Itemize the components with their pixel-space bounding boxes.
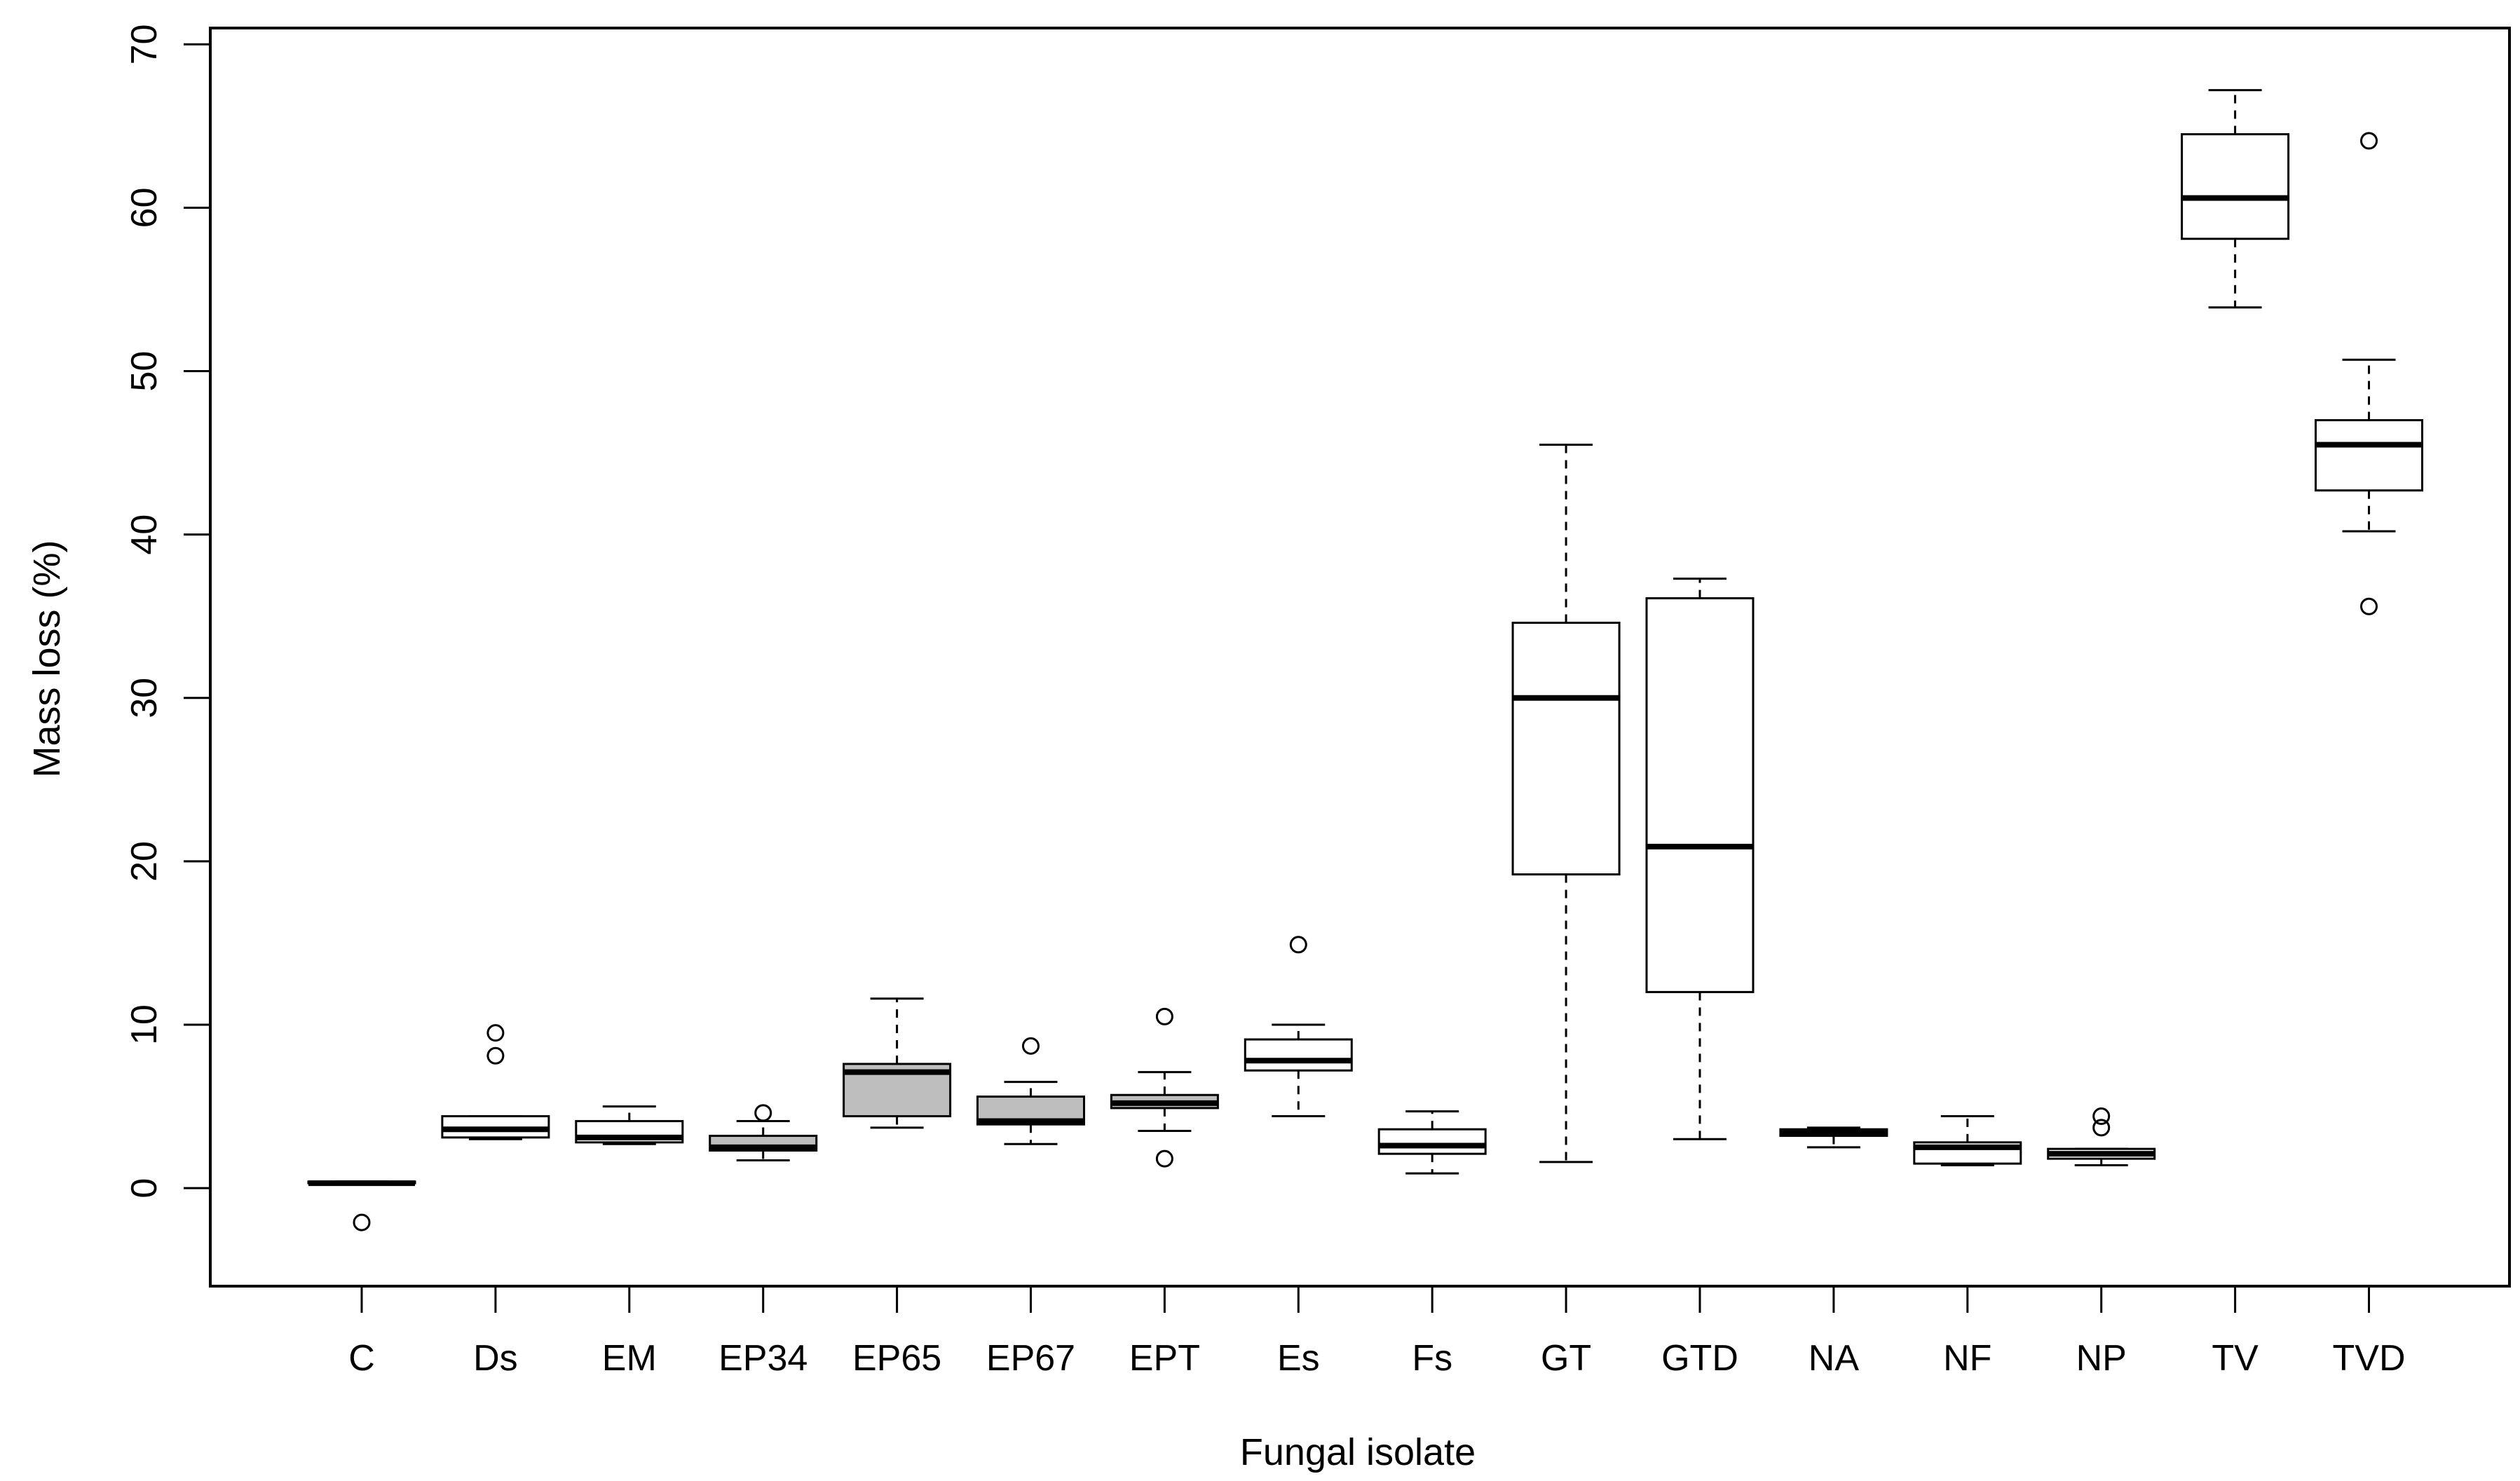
x-tick-label: C — [348, 1338, 375, 1379]
iqr-box — [1645, 597, 1755, 993]
box-Fs — [1377, 1110, 1487, 1175]
x-tick-label: EP67 — [986, 1338, 1075, 1379]
box-Ds — [441, 1024, 550, 1140]
box-NP — [2047, 1107, 2156, 1166]
outlier-point — [1022, 1037, 1040, 1055]
y-tick-label: 0 — [124, 1178, 165, 1199]
box-GTD — [1645, 578, 1755, 1140]
x-tick-label: EP34 — [718, 1338, 808, 1379]
x-tick-label: TVD — [2333, 1338, 2406, 1379]
box-NF — [1913, 1115, 2022, 1166]
outlier-point — [2092, 1107, 2111, 1126]
iqr-box — [1377, 1128, 1487, 1155]
y-tick-label: 60 — [124, 188, 165, 228]
outlier-point — [353, 1213, 371, 1231]
x-tick-label: EM — [602, 1338, 657, 1379]
x-tick-label: Ds — [473, 1338, 518, 1379]
box-C — [307, 1180, 416, 1231]
x-tick-label: GTD — [1661, 1338, 1738, 1379]
x-tick-label: EP65 — [852, 1338, 941, 1379]
box-EPT — [1110, 1007, 1219, 1168]
x-tick-label: NA — [1809, 1338, 1860, 1379]
iqr-box — [1511, 622, 1621, 876]
y-tick-label: 40 — [124, 514, 165, 555]
box-EM — [575, 1105, 684, 1145]
y-tick-label: 30 — [124, 678, 165, 718]
x-tick-label: NF — [1943, 1338, 1991, 1379]
box-NA — [1779, 1126, 1888, 1149]
outlier-point — [754, 1104, 772, 1122]
x-tick-label: GT — [1541, 1338, 1591, 1379]
x-tick-label: EPT — [1129, 1338, 1200, 1379]
outlier-point — [2360, 132, 2378, 150]
outlier-point — [486, 1024, 505, 1042]
box-TVD — [2315, 132, 2423, 615]
y-tick-label: 70 — [124, 24, 165, 64]
y-axis: 0 10 20 30 40 50 60 70 — [124, 24, 212, 1199]
outlier-point — [2360, 597, 2378, 615]
box-EP34 — [709, 1104, 818, 1161]
iqr-box — [1244, 1038, 1353, 1072]
outlier-point — [1289, 936, 1307, 954]
x-tick-label: NP — [2076, 1338, 2127, 1379]
outlier-point — [1155, 1007, 1173, 1025]
x-axis: C Ds EM EP34 EP65 EP67 EPT Es Fs GT GTD NA NF NP TV TVD — [348, 1285, 2406, 1379]
y-tick-label: 50 — [124, 351, 165, 392]
y-tick-label: 20 — [124, 841, 165, 882]
x-tick-label: TV — [2212, 1338, 2259, 1379]
box-GT — [1511, 443, 1621, 1163]
box-TV — [2181, 89, 2290, 309]
box-EP67 — [976, 1037, 1085, 1145]
outlier-point — [486, 1046, 505, 1065]
y-axis-title: Mass loss (%) — [26, 540, 68, 777]
iqr-box — [2181, 133, 2290, 240]
x-tick-label: Es — [1277, 1338, 1320, 1379]
x-tick-label: Fs — [1412, 1338, 1452, 1379]
box-EP65 — [843, 997, 952, 1129]
x-axis-title: Fungal isolate — [1240, 1431, 1476, 1473]
plot-frame — [209, 27, 2511, 1288]
boxes — [307, 89, 2423, 1231]
outlier-point — [2092, 1119, 2111, 1137]
box-Es — [1244, 936, 1353, 1118]
outlier-point — [1155, 1149, 1173, 1168]
iqr-box — [2315, 418, 2423, 492]
y-tick-label: 10 — [124, 1004, 165, 1045]
